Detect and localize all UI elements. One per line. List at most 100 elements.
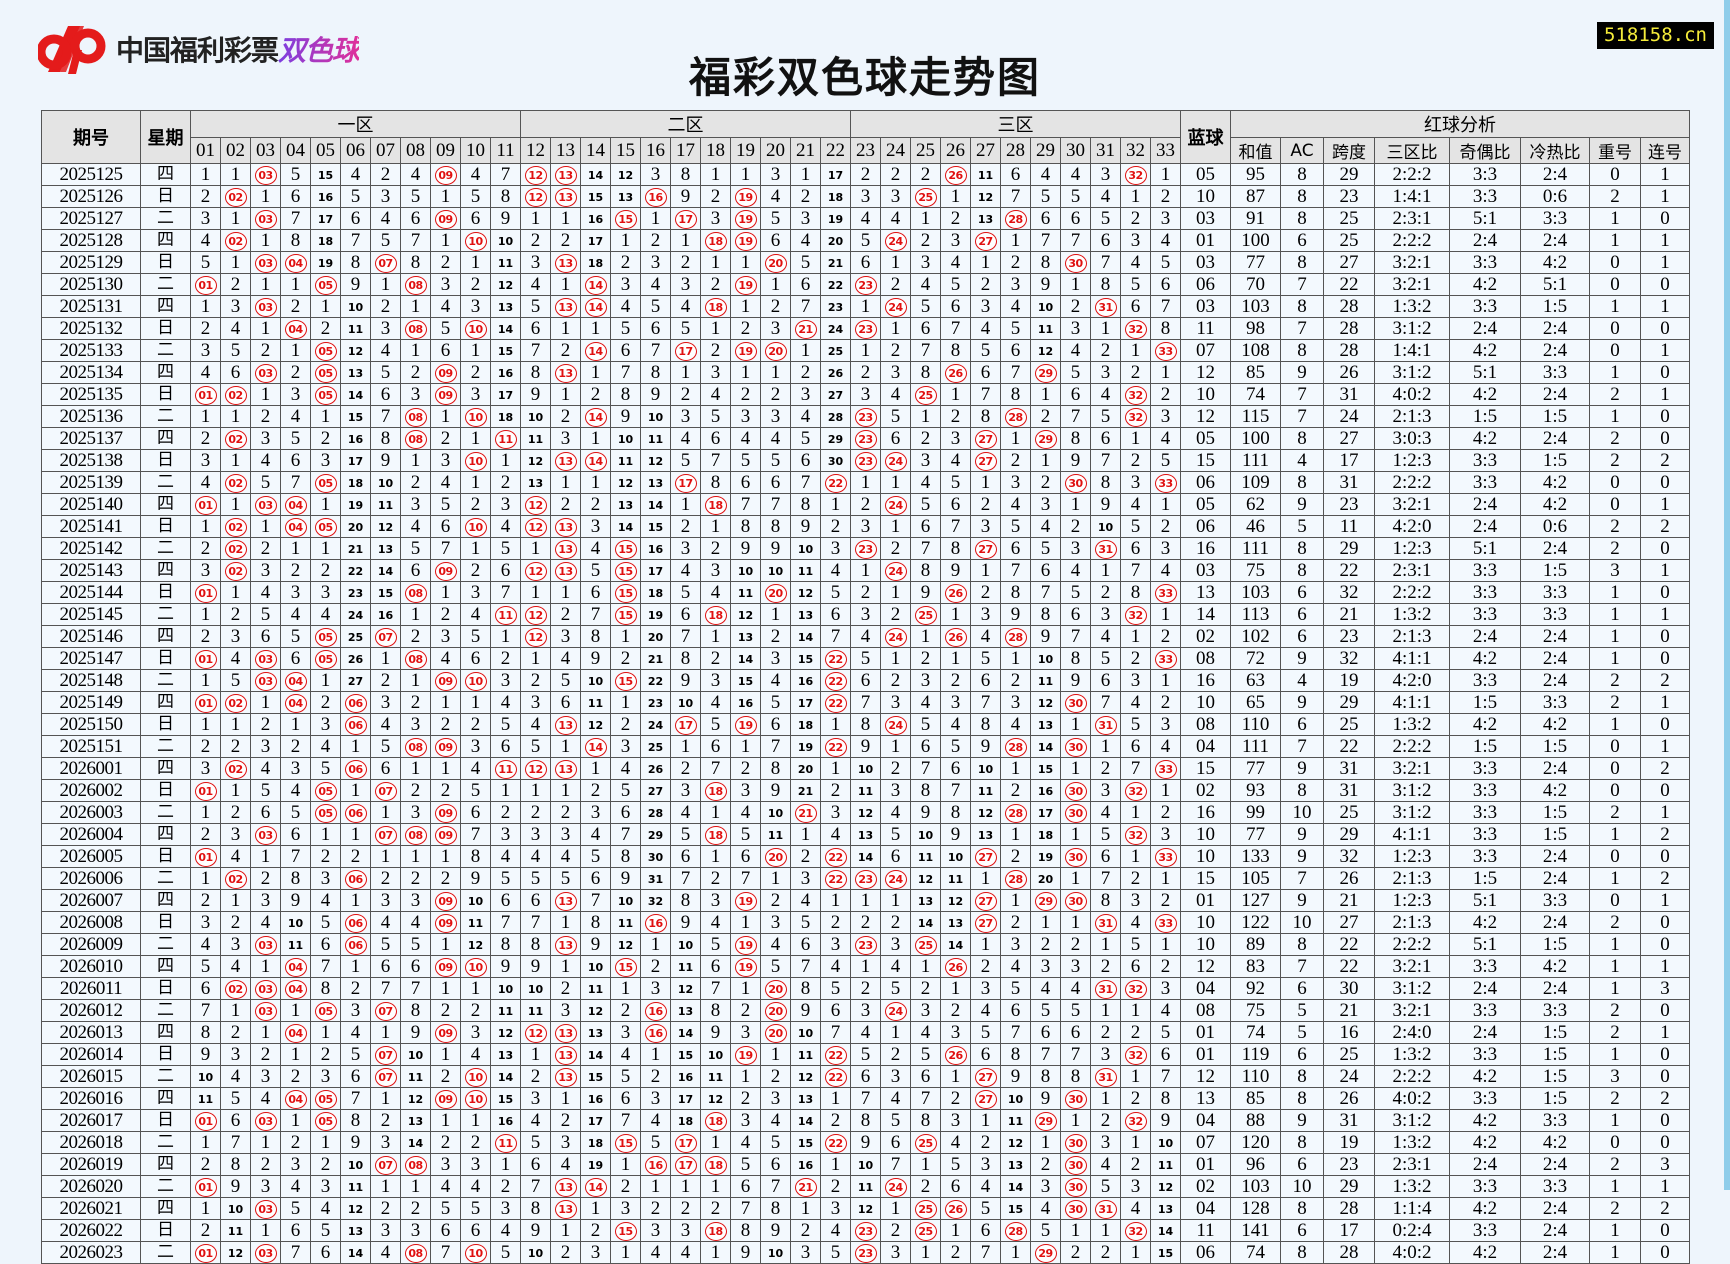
omission-value: 8 bbox=[230, 1154, 241, 1175]
omission-value: 1 bbox=[590, 362, 601, 383]
red-ball-marker: 04 bbox=[284, 671, 307, 691]
red-ball-marker: 14 bbox=[584, 341, 607, 361]
issue-cell: 2026019 bbox=[41, 1153, 141, 1176]
omission-value: 3 bbox=[650, 978, 661, 999]
omission-cell: 3 bbox=[940, 691, 971, 714]
omission-cell: 10 bbox=[640, 405, 671, 428]
omission-value: 2 bbox=[710, 274, 721, 295]
omission-cell: 1 bbox=[430, 1109, 461, 1132]
omission-cell: 7 bbox=[370, 977, 401, 1000]
omission-cell: 9 bbox=[610, 867, 641, 890]
omission-cell: 7 bbox=[820, 1021, 851, 1044]
omission-value: 1 bbox=[440, 934, 451, 955]
omission-value: 6 bbox=[890, 1132, 901, 1153]
omission-value: 6 bbox=[1100, 230, 1111, 251]
omission-cell: 3 bbox=[190, 339, 221, 362]
zone-ratio-cell: 3:1:2 bbox=[1374, 801, 1450, 824]
omission-value: 1 bbox=[1070, 868, 1081, 889]
table-row: 2026023 二 01 12 03 7 6 14 4 08 7 10 5 10 2 3 1 4 4 1 9 10 3 5 23… bbox=[41, 1241, 1690, 1264]
omission-cell: 7 bbox=[910, 537, 941, 560]
omission-cell: 5 bbox=[190, 251, 221, 274]
omission-value: 25 bbox=[347, 631, 364, 644]
omission-cell: 6 bbox=[760, 1153, 791, 1176]
ac-cell: 9 bbox=[1280, 691, 1324, 714]
header-analysis-col: 冷热比 bbox=[1520, 137, 1590, 164]
repeat-count-cell: 2 bbox=[1589, 801, 1641, 824]
issue-cell: 2025144 bbox=[41, 581, 141, 604]
sum-cell: 96 bbox=[1230, 1153, 1281, 1176]
omission-cell: 14 bbox=[940, 933, 971, 956]
cold-hot-ratio-cell: 1:5 bbox=[1520, 1065, 1590, 1088]
red-ball-marker: 19 bbox=[734, 715, 757, 735]
omission-cell: 6 bbox=[730, 471, 761, 494]
omission-value: 1 bbox=[1160, 934, 1171, 955]
omission-value: 2 bbox=[1040, 472, 1051, 493]
omission-value: 3 bbox=[620, 1198, 631, 1219]
omission-cell: 3 bbox=[880, 933, 911, 956]
omission-value: 2 bbox=[260, 714, 271, 735]
omission-cell: 18 bbox=[580, 1131, 611, 1154]
omission-value: 5 bbox=[1130, 516, 1141, 537]
repeat-count-cell: 2 bbox=[1589, 383, 1641, 406]
omission-value: 4 bbox=[260, 1088, 271, 1109]
zone-ratio-cell: 1:2:3 bbox=[1374, 845, 1450, 868]
drawn-ball-cell: 18 bbox=[700, 1109, 731, 1132]
ac-cell: 8 bbox=[1280, 295, 1324, 318]
omission-cell: 4 bbox=[430, 471, 461, 494]
drawn-ball-cell: 22 bbox=[820, 735, 851, 758]
omission-cell: 6 bbox=[490, 735, 521, 758]
issue-cell: 2026022 bbox=[41, 1219, 141, 1242]
omission-value: 3 bbox=[1070, 956, 1081, 977]
omission-cell: 2 bbox=[820, 515, 851, 538]
omission-value: 6 bbox=[530, 318, 541, 339]
omission-value: 7 bbox=[800, 956, 811, 977]
red-ball-marker: 30 bbox=[1064, 473, 1087, 493]
red-ball-marker: 14 bbox=[584, 1177, 607, 1197]
red-ball-marker: 02 bbox=[224, 187, 247, 207]
omission-value: 1 bbox=[230, 208, 241, 229]
omission-cell: 3 bbox=[220, 823, 251, 846]
red-ball-marker: 07 bbox=[374, 1001, 397, 1021]
zone-ratio-cell: 2:1:3 bbox=[1374, 405, 1450, 428]
omission-value: 8 bbox=[950, 340, 961, 361]
repeat-count-cell: 1 bbox=[1589, 295, 1641, 318]
drawn-ball-cell: 20 bbox=[760, 999, 791, 1022]
omission-value: 16 bbox=[377, 609, 394, 622]
span-cell: 27 bbox=[1323, 251, 1375, 274]
omission-value: 16 bbox=[1037, 785, 1054, 798]
omission-cell: 5 bbox=[400, 185, 431, 208]
drawn-ball-cell: 27 bbox=[970, 1065, 1001, 1088]
omission-cell: 17 bbox=[580, 229, 611, 252]
red-ball-marker: 32 bbox=[1124, 979, 1147, 999]
omission-cell: 9 bbox=[730, 1241, 761, 1264]
omission-cell: 3 bbox=[250, 559, 281, 582]
table-row: 2026003 二 1 2 6 5 05 06 1 3 09 6 2 2 2 3 6 28 4 1 4 10 21 3 12 4 9… bbox=[41, 801, 1690, 824]
omission-value: 2 bbox=[860, 164, 871, 185]
repeat-count-cell: 0 bbox=[1589, 493, 1641, 516]
omission-cell: 17 bbox=[670, 1087, 701, 1110]
drawn-ball-cell: 04 bbox=[280, 515, 311, 538]
omission-value: 2 bbox=[950, 406, 961, 427]
drawn-ball-cell: 08 bbox=[400, 273, 431, 296]
omission-cell: 1 bbox=[400, 339, 431, 362]
blue-ball-cell: 10 bbox=[1180, 823, 1231, 846]
omission-value: 12 bbox=[707, 1093, 724, 1106]
omission-value: 11 bbox=[1037, 323, 1054, 336]
omission-cell: 23 bbox=[640, 691, 671, 714]
drawn-ball-cell: 03 bbox=[250, 1197, 281, 1220]
omission-value: 24 bbox=[827, 323, 844, 336]
omission-value: 4 bbox=[440, 472, 451, 493]
omission-value: 13 bbox=[737, 631, 754, 644]
drawn-ball-cell: 13 bbox=[550, 537, 581, 560]
omission-value: 6 bbox=[1160, 274, 1171, 295]
omission-cell: 2 bbox=[1150, 955, 1181, 978]
omission-cell: 14 bbox=[670, 1021, 701, 1044]
omission-value: 1 bbox=[920, 1154, 931, 1175]
red-ball-marker: 15 bbox=[614, 1133, 637, 1153]
red-ball-marker: 01 bbox=[194, 847, 217, 867]
omission-cell: 2 bbox=[1090, 339, 1121, 362]
drawn-ball-cell: 22 bbox=[820, 647, 851, 670]
repeat-count-cell: 0 bbox=[1589, 735, 1641, 758]
omission-cell: 4 bbox=[370, 207, 401, 230]
drawn-ball-cell: 12 bbox=[520, 603, 551, 626]
